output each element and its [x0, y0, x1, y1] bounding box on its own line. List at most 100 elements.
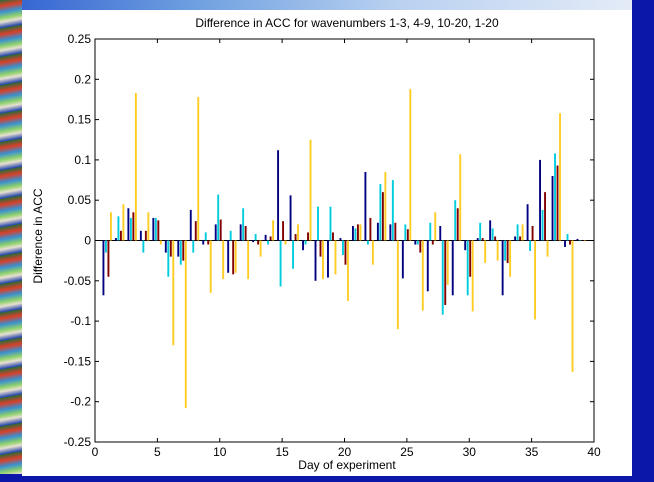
bar	[459, 154, 461, 240]
bar	[215, 224, 217, 240]
bar	[547, 241, 549, 257]
bar	[202, 241, 204, 245]
bar	[180, 241, 182, 265]
bar	[235, 241, 237, 273]
x-tick-label: 0	[92, 445, 99, 459]
bar	[414, 241, 416, 245]
y-tick-label: 0.15	[68, 113, 92, 127]
bar	[192, 241, 194, 253]
bar	[107, 241, 109, 277]
bar	[544, 192, 546, 240]
bar	[519, 236, 521, 240]
bar	[290, 195, 292, 240]
bar	[379, 184, 381, 240]
bar	[340, 238, 342, 240]
bar	[320, 241, 322, 257]
bar	[584, 241, 586, 242]
bar	[205, 232, 207, 240]
x-tick-label: 10	[213, 445, 227, 459]
bar	[369, 218, 371, 241]
bar	[132, 212, 134, 240]
y-tick-label: 0.25	[68, 32, 92, 46]
bar	[432, 241, 434, 245]
bar	[222, 241, 224, 280]
y-tick-label: 0.2	[74, 72, 91, 86]
bar	[322, 241, 324, 280]
bar	[532, 226, 534, 241]
bar	[260, 241, 262, 257]
bar	[255, 234, 257, 240]
bar	[285, 241, 287, 245]
bar	[442, 241, 444, 315]
background-right-border	[632, 0, 654, 482]
bar	[130, 218, 132, 241]
bar	[280, 241, 282, 287]
bar	[429, 223, 431, 241]
bar	[454, 200, 456, 240]
x-tick-label: 25	[400, 445, 414, 459]
y-axis-label: Difference in ACC	[31, 188, 45, 283]
figure-panel: Difference in ACC for wavenumbers 1-3, 4…	[22, 10, 632, 476]
bar	[489, 220, 491, 240]
bar	[317, 207, 319, 241]
bar	[557, 166, 559, 241]
bar	[389, 224, 391, 240]
bar	[517, 224, 519, 240]
bar	[542, 210, 544, 241]
bar	[502, 241, 504, 296]
bar	[297, 224, 299, 240]
bar	[182, 241, 184, 261]
bar	[207, 241, 209, 245]
x-tick-label: 40	[587, 445, 601, 459]
acc-difference-bar-chart: Difference in ACC for wavenumbers 1-3, 4…	[22, 10, 632, 476]
bar	[240, 224, 242, 240]
y-tick-label: 0	[84, 234, 91, 248]
bar	[190, 210, 192, 241]
bar	[120, 231, 122, 241]
bar	[157, 220, 159, 240]
bar	[472, 241, 474, 312]
bar	[404, 224, 406, 240]
bar	[292, 241, 294, 269]
bar	[554, 153, 556, 240]
bar	[210, 241, 212, 293]
bar	[552, 176, 554, 240]
bar	[282, 221, 284, 240]
bar	[102, 241, 104, 296]
bar	[220, 220, 222, 241]
bar	[567, 234, 569, 240]
bar	[152, 218, 154, 241]
bar	[302, 241, 304, 251]
bar	[305, 241, 307, 245]
bar	[327, 241, 329, 278]
bar	[539, 160, 541, 241]
bar	[514, 236, 516, 240]
bar	[507, 241, 509, 264]
bar	[277, 150, 279, 240]
bar	[452, 241, 454, 296]
bar	[467, 241, 469, 296]
bar	[497, 241, 499, 261]
bar	[177, 241, 179, 257]
x-tick-label: 35	[525, 445, 539, 459]
bar	[367, 241, 369, 245]
bar	[494, 236, 496, 240]
bar	[479, 223, 481, 241]
bar	[172, 241, 174, 346]
bar	[529, 241, 531, 251]
bar	[427, 241, 429, 292]
bar	[247, 241, 249, 280]
bar	[457, 208, 459, 240]
bar	[232, 241, 234, 275]
bar	[142, 241, 144, 253]
bar	[115, 238, 117, 240]
bar	[522, 224, 524, 240]
y-tick-label: -0.1	[70, 314, 91, 328]
bar	[217, 195, 219, 241]
bar	[434, 212, 436, 240]
bar	[397, 241, 399, 330]
bar	[582, 241, 584, 242]
x-axis-label: Day of experiment	[298, 458, 396, 472]
bar	[384, 172, 386, 241]
bar	[577, 239, 579, 241]
